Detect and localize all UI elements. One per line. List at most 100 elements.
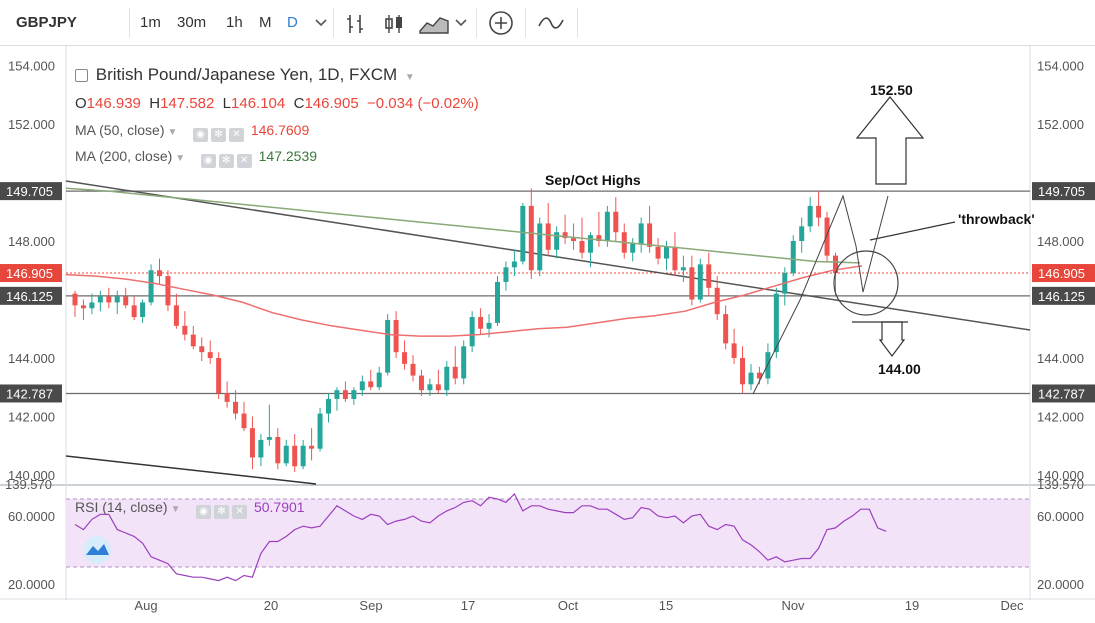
candle-body (317, 413, 323, 449)
interval-m[interactable]: M (259, 14, 272, 31)
throwback-pointer (869, 221, 956, 241)
bar-chart-icon[interactable] (345, 13, 367, 35)
candle-body (461, 346, 467, 379)
candle-body (520, 205, 526, 262)
candle-body (596, 235, 602, 241)
close-icon[interactable]: ✕ (236, 154, 252, 168)
close-icon[interactable]: ✕ (232, 505, 248, 519)
candle-body (537, 223, 543, 271)
candle-body (148, 270, 154, 303)
candle-body (723, 314, 729, 344)
level-tag-right (1032, 286, 1095, 305)
target-up-arrow (855, 96, 925, 185)
candle-body (790, 241, 796, 274)
gear-icon[interactable]: ✻ (214, 505, 230, 519)
target-down-arrow (878, 321, 906, 357)
chevron-down-icon[interactable]: ▼ (175, 153, 186, 164)
collapse-icon[interactable] (75, 69, 88, 82)
highs-label: Sep/Oct Highs (545, 172, 641, 188)
gear-icon[interactable]: ✻ (218, 154, 234, 168)
candles-icon[interactable] (383, 13, 405, 35)
candle-body (199, 346, 205, 353)
level-tag-right (1032, 384, 1095, 403)
candle-body (435, 384, 441, 391)
ohlc-values: O146.939 H147.582 L146.104 C146.905 −0.0… (75, 95, 479, 112)
symbol-selector[interactable]: GBPJPY (16, 14, 77, 31)
candle-body (655, 246, 661, 259)
compare-icon[interactable] (537, 14, 565, 32)
candle-body (554, 232, 560, 250)
rsi-legend[interactable]: RSI (14, close) ▼ ◉ ✻ ✕ 50.7901 (75, 499, 305, 519)
y-tick-label-right: 148.000 (1037, 234, 1084, 249)
level-tag-left (0, 182, 62, 201)
add-indicator-icon[interactable] (488, 10, 514, 36)
candle-body (689, 267, 695, 300)
eye-icon[interactable]: ◉ (192, 128, 208, 142)
ma50-line (65, 265, 863, 337)
interval-d[interactable]: D (287, 14, 298, 31)
eye-icon[interactable]: ◉ (200, 154, 216, 168)
ma200-legend[interactable]: MA (200, close) ▼ ◉ ✻ ✕ 147.2539 (75, 148, 318, 168)
level-tag-text: 149.705 (1038, 184, 1085, 199)
low-value: 146.104 (231, 95, 286, 112)
close-icon[interactable]: ✕ (228, 128, 244, 142)
candle-body (72, 293, 78, 306)
gear-icon[interactable]: ✻ (210, 128, 226, 142)
candle-body (773, 293, 779, 353)
candle-body (503, 267, 509, 282)
interval-1h[interactable]: 1h (226, 14, 243, 31)
y-tick-label-right: 144.000 (1037, 351, 1084, 366)
candle-body (562, 232, 568, 239)
candle-body (587, 235, 593, 253)
y-tick-label-right: 140.000 (1037, 468, 1084, 483)
target-up-label: 152.50 (870, 82, 913, 98)
y-tick-label-right: 154.000 (1037, 59, 1084, 74)
eye-icon[interactable]: ◉ (196, 505, 212, 519)
y-tick-label-left: 152.000 (8, 117, 55, 132)
price-chart[interactable]: 154.000 154.000 152.000 152.000 148.000 148.0… (0, 46, 1095, 623)
candle-body (647, 223, 653, 247)
ma50-legend[interactable]: MA (50, close) ▼ ◉ ✻ ✕ 146.7609 (75, 122, 310, 142)
y-tick-label-right: 142.000 (1037, 410, 1084, 425)
change-value: −0.034 (−0.02%) (367, 95, 479, 112)
candle-body (444, 366, 450, 391)
candle-body (309, 445, 315, 449)
candle-body (249, 428, 255, 458)
candle-body (469, 317, 475, 347)
interval-1m[interactable]: 1m (140, 14, 161, 31)
price-tag-right (1032, 264, 1095, 283)
candle-body (300, 445, 306, 467)
toolbar-divider (577, 8, 578, 38)
candle-body (97, 296, 103, 303)
rsi-line (74, 492, 887, 582)
candle-body (495, 281, 500, 323)
candle-body (376, 372, 382, 388)
y-tick-label-left: 148.000 (8, 234, 55, 249)
chevron-down-icon[interactable] (454, 17, 468, 29)
chevron-down-icon[interactable]: ▼ (167, 127, 178, 138)
close-value: 146.905 (304, 95, 359, 112)
y-tick-label-left: 140.000 (8, 468, 55, 483)
y-tick-label-right: 152.000 (1037, 117, 1084, 132)
ma200-line (65, 187, 861, 264)
candle-body (342, 390, 348, 399)
y-tick-label-left: 142.000 (8, 410, 55, 425)
candle-body (545, 223, 551, 250)
candle-body (579, 241, 585, 253)
chevron-down-icon[interactable]: ▼ (404, 72, 415, 83)
rsi-tick-label-right: 20.0000 (1037, 577, 1084, 592)
trendline-lower (65, 455, 317, 485)
interval-30m[interactable]: 30m (177, 14, 207, 31)
candle-body (410, 363, 416, 376)
candle-body (511, 261, 517, 268)
area-chart-icon[interactable] (418, 13, 450, 35)
candle-body (182, 325, 188, 335)
candle-body (418, 375, 424, 391)
chevron-down-icon[interactable]: ▼ (170, 504, 181, 515)
level-tag-text: 146.125 (6, 289, 53, 304)
candle-body (731, 343, 737, 358)
chevron-down-icon[interactable] (314, 17, 328, 29)
candle-body (478, 317, 484, 329)
candle-body (393, 319, 399, 353)
candle-body (80, 305, 86, 309)
